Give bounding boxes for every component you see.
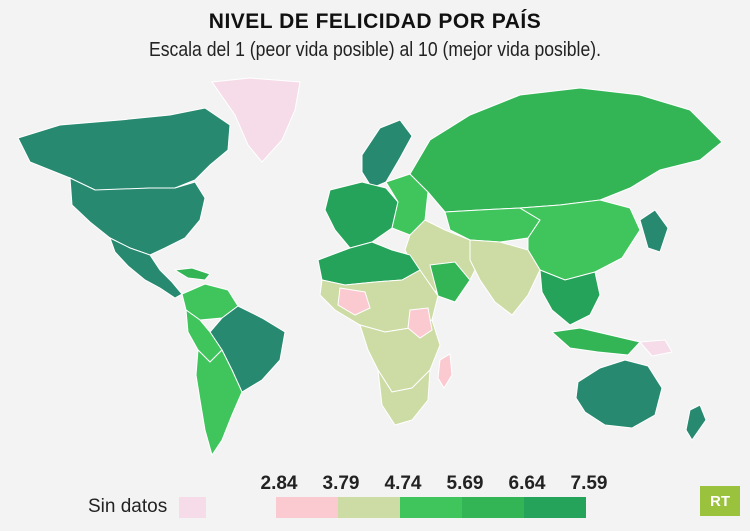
usa-region — [69, 177, 206, 256]
legend-swatch-5 — [524, 497, 586, 518]
greenland — [211, 77, 301, 163]
argentina-chile — [195, 348, 243, 457]
legend-swatch-3 — [400, 497, 462, 518]
legend-nodata-swatch — [179, 497, 206, 518]
southeast-asia — [539, 269, 601, 326]
mexico-central-america — [109, 236, 183, 299]
legend-tick: 2.84 — [260, 473, 298, 494]
legend-swatch-4 — [462, 497, 524, 518]
legend-nodata-label: Sin datos — [88, 496, 168, 517]
scandinavia — [361, 119, 413, 189]
legend-swatch-2 — [338, 497, 400, 518]
madagascar — [437, 353, 453, 389]
south-asia — [469, 239, 541, 316]
chart-title: NIVEL DE FELICIDAD POR PAÍS — [208, 10, 542, 33]
legend-tick: 6.64 — [508, 473, 546, 494]
legend-tick: 7.59 — [570, 473, 608, 494]
legend-tick: 4.74 — [384, 473, 422, 494]
rt-logo: RT — [700, 486, 740, 516]
russia — [409, 87, 723, 213]
japan-korea — [639, 209, 669, 253]
new-zealand — [685, 404, 707, 441]
legend-tick: 3.79 — [322, 473, 360, 494]
chart-subtitle: Escala del 1 (peor vida posible) al 10 (… — [149, 39, 601, 61]
western-europe — [324, 181, 399, 249]
southern-africa — [377, 368, 431, 426]
indonesia-philippines — [550, 327, 641, 356]
caribbean — [173, 267, 211, 281]
saudi-gulf — [429, 261, 471, 303]
legend-tick: 5.69 — [446, 473, 484, 494]
papua — [638, 339, 673, 357]
australia — [575, 359, 663, 429]
east-africa-low — [407, 307, 433, 339]
legend-swatch-1 — [276, 497, 338, 518]
world-map — [17, 77, 723, 457]
canada-region — [17, 107, 231, 191]
west-africa-low — [337, 287, 371, 316]
